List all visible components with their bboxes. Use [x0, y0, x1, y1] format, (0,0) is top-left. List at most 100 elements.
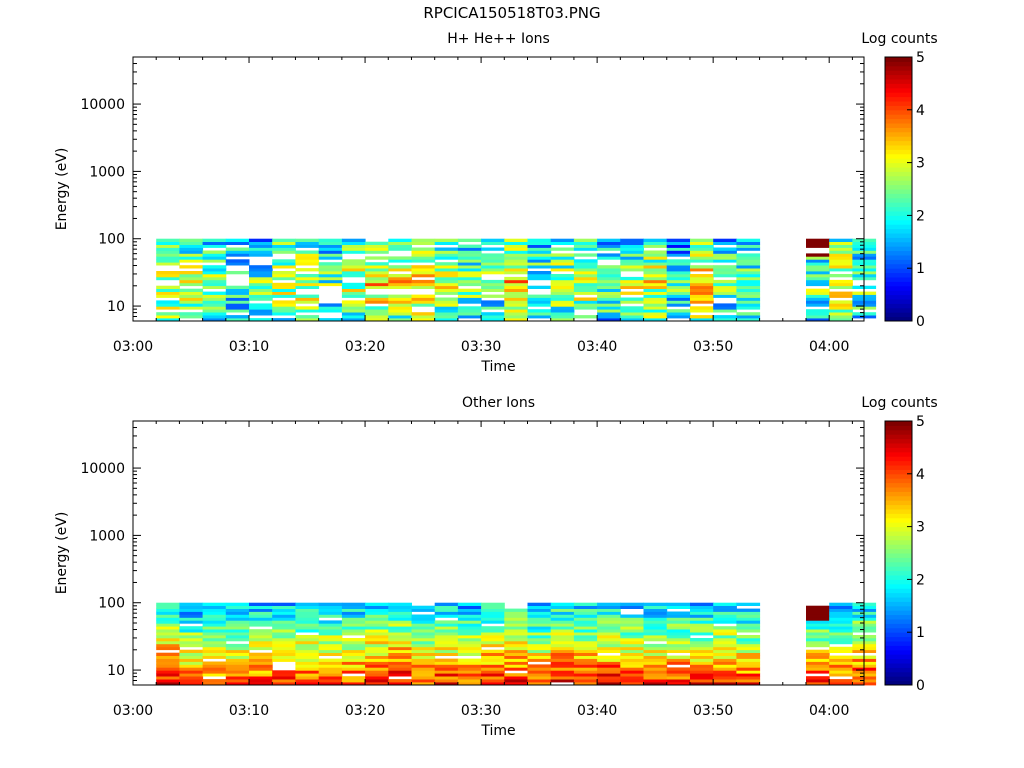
panel2-heatmap-cell	[225, 608, 250, 612]
panel2-heatmap-cell	[527, 664, 552, 668]
panel2-heatmap-cell	[713, 661, 737, 665]
panel2-heatmap-cell	[318, 614, 343, 618]
panel1-heatmap-cell	[620, 244, 644, 248]
panel2-heatmap-cell	[806, 679, 830, 683]
panel1-heatmap-cell	[365, 279, 389, 284]
panel2-heatmap-cell	[620, 670, 644, 674]
panel1-heatmap-cell	[457, 244, 482, 248]
panel1-heatmap-cell	[713, 259, 737, 263]
panel2-heatmap-cell	[434, 632, 459, 636]
panel2-heatmap-cell	[341, 652, 366, 656]
panel2-heatmap-cell	[736, 676, 761, 680]
panel1-heatmap-cell	[318, 265, 343, 269]
panel2-heatmap-cell	[388, 667, 412, 671]
panel2-heatmap-cell	[179, 640, 204, 645]
panel2-x-tick-label: 04:00	[809, 703, 849, 719]
panel2-heatmap-cell	[666, 655, 691, 659]
panel2-heatmap-cell	[643, 638, 668, 642]
panel2-heatmap-cell	[411, 664, 436, 668]
panel1-heatmap-cell	[481, 265, 505, 269]
panel1-heatmap-cell	[690, 256, 714, 260]
panel2-heatmap-cell	[156, 605, 180, 609]
panel2-heatmap-cell	[156, 643, 180, 648]
panel1-heatmap-cell	[666, 300, 691, 304]
panel2-heatmap-cell	[690, 608, 714, 612]
panel1-heatmap-cell	[806, 253, 830, 257]
panel1-colorbar-segment	[885, 87, 912, 93]
panel2-heatmap-cell	[806, 632, 830, 636]
panel2-heatmap-cell	[411, 620, 436, 624]
panel2-heatmap-cell	[504, 652, 528, 656]
panel2-heatmap-cell	[597, 629, 621, 633]
panel1-heatmap-cell	[318, 253, 343, 257]
panel1-heatmap-cell	[573, 268, 598, 272]
panel1-heatmap-cell	[550, 288, 575, 292]
panel1-heatmap-cell	[434, 256, 459, 260]
panel1-heatmap-cell	[573, 271, 598, 275]
panel2-heatmap-cell	[713, 605, 737, 609]
panel2-heatmap-cell	[434, 640, 459, 645]
panel1-heatmap-cell	[829, 241, 853, 245]
panel1-heatmap-cell	[411, 318, 436, 322]
panel2-colorbar-segment	[885, 487, 912, 492]
panel1-heatmap-cell	[620, 318, 644, 322]
panel2-heatmap-cell	[202, 640, 227, 645]
panel1-colorbar-segment	[885, 316, 912, 322]
panel2-heatmap-cell	[411, 682, 436, 686]
panel2-heatmap-cell	[504, 608, 528, 612]
panel1-heatmap-cell	[713, 241, 737, 245]
panel1-heatmap-cell	[620, 250, 644, 254]
panel1-heatmap-cell	[666, 276, 691, 281]
panel2-heatmap-cell	[295, 638, 320, 642]
panel1-heatmap-cell	[666, 282, 691, 287]
panel2-heatmap-cell	[504, 623, 528, 627]
panel1-colorbar-segment	[885, 189, 912, 194]
panel1-heatmap-cell	[550, 303, 575, 307]
panel1-heatmap-cell	[457, 282, 482, 287]
panel2-colorbar-segment	[885, 460, 912, 466]
panel1-heatmap-cell	[365, 247, 389, 251]
panel2-heatmap-cell	[806, 670, 830, 674]
panel2-heatmap-cell	[272, 682, 296, 686]
panel2-heatmap-cell	[341, 632, 366, 636]
panel2-heatmap-cell	[690, 602, 714, 606]
panel1-heatmap-cell	[341, 274, 366, 278]
panel2-heatmap-cell	[156, 658, 180, 662]
panel1-heatmap-cell	[666, 297, 691, 301]
panel2-heatmap-cell	[666, 658, 691, 662]
panel2-heatmap-cell	[225, 605, 250, 609]
panel1-heatmap-cell	[295, 268, 320, 272]
panel2-heatmap-cell	[527, 658, 552, 662]
panel1-heatmap-cell	[249, 274, 273, 278]
panel2-heatmap-cell	[318, 635, 343, 639]
panel1-heatmap-cell	[225, 250, 250, 254]
panel2-heatmap-cell	[411, 667, 436, 671]
panel2-colorbar-segment	[885, 610, 912, 616]
panel2-colorbar-segment	[885, 531, 912, 536]
panel2-heatmap-cell	[829, 661, 853, 665]
panel1-heatmap-cell	[550, 297, 575, 301]
panel1-heatmap-cell	[690, 306, 714, 310]
panel2-x-tick-label: 03:30	[461, 703, 501, 719]
panel1-heatmap-cell	[156, 259, 180, 263]
panel1-heatmap-cell	[643, 303, 668, 307]
panel2-heatmap-cell	[597, 608, 621, 612]
panel1-heatmap-cell	[643, 318, 668, 322]
panel1-heatmap-cell	[411, 312, 436, 316]
panel1-heatmap-cell	[736, 300, 761, 304]
panel2-heatmap-cell	[202, 638, 227, 642]
panel2-heatmap-cell	[666, 632, 691, 636]
panel2-heatmap-cell	[573, 661, 598, 665]
panel1-heatmap-cell	[388, 256, 412, 260]
panel1-colorbar-segment	[885, 281, 912, 287]
panel2-heatmap-cell	[225, 661, 250, 665]
panel1-heatmap-cell	[202, 265, 227, 269]
panel1-heatmap-cell	[295, 276, 320, 281]
panel1-heatmap-cell	[666, 241, 691, 245]
panel2-heatmap-cell	[156, 676, 180, 680]
panel2-heatmap-cell	[249, 655, 273, 659]
panel2-heatmap-cell	[365, 652, 389, 656]
panel2-heatmap-cell	[318, 638, 343, 642]
panel2-heatmap-cell	[341, 629, 366, 633]
panel1-x-tick-label: 03:40	[577, 339, 617, 355]
